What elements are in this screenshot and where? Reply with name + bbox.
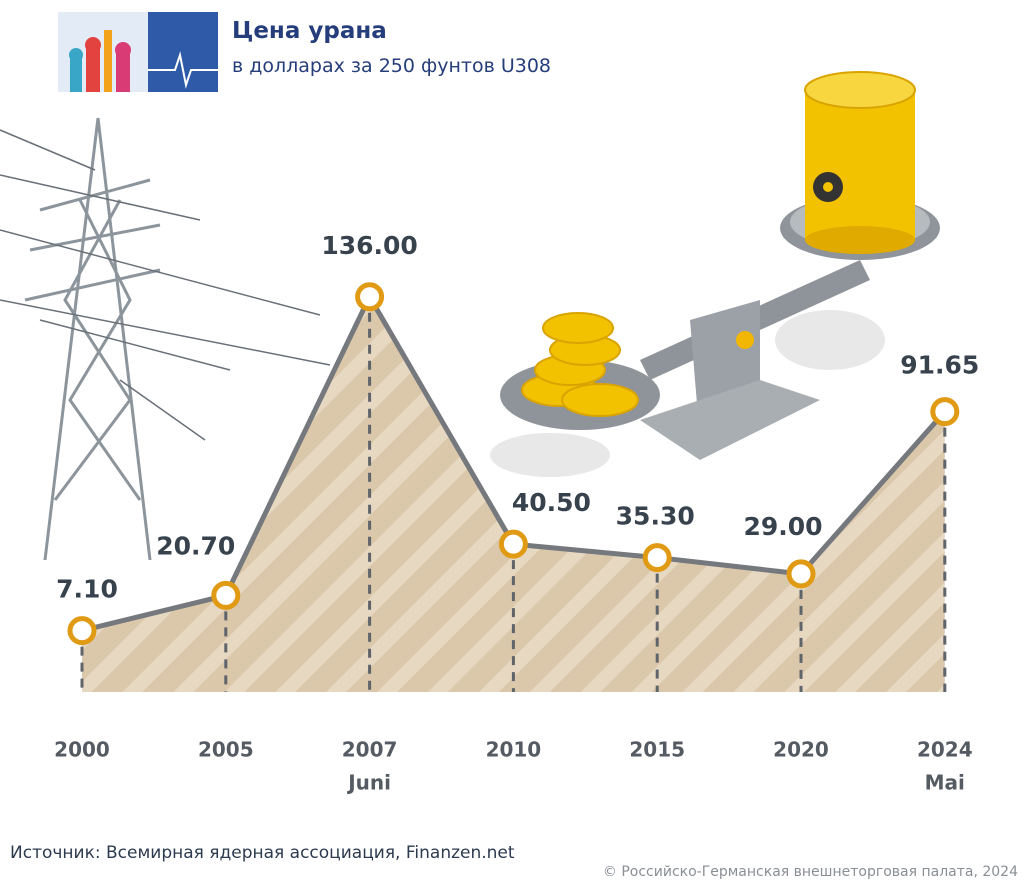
marker [355,282,385,312]
x-tick-label: 2005 [198,738,254,762]
x-tick-label: 2020 [773,738,829,762]
plot: 7.10 2000 20.70 2005 136.00 2007 Juni 40.50 2010… [54,231,979,795]
x-tick-label: 2015 [629,738,685,762]
pylon-illustration [0,117,331,561]
x-tick-label: 2000 [54,738,110,762]
value-label: 35.30 [616,502,695,531]
marker [498,529,528,559]
marker [211,580,241,610]
x-tick-label: 2024 [917,738,973,762]
value-label: 20.70 [156,531,235,560]
value-label: 29.00 [743,512,822,541]
marker [930,397,960,427]
x-tick-note: Mai [925,771,965,795]
x-tick-label: 2010 [486,738,542,762]
subtitle: в долларах за 250 фунтов U308 [232,55,551,77]
marker [786,559,816,589]
logo [58,12,218,92]
x-tick-note: Juni [346,771,391,795]
source: Источник: Всемирная ядерная ассоциация, … [10,843,515,863]
scale-illustration [490,71,940,477]
value-label: 7.10 [56,575,118,604]
title: Цена урана [232,18,387,44]
value-label: 91.65 [900,351,979,380]
value-label: 40.50 [512,488,591,517]
marker [642,543,672,573]
copyright: © Российско-Германская внешнеторговая па… [603,864,1018,880]
area [82,296,945,692]
value-label: 136.00 [321,231,417,260]
x-tick-label: 2007 [342,738,398,762]
marker [67,616,97,646]
